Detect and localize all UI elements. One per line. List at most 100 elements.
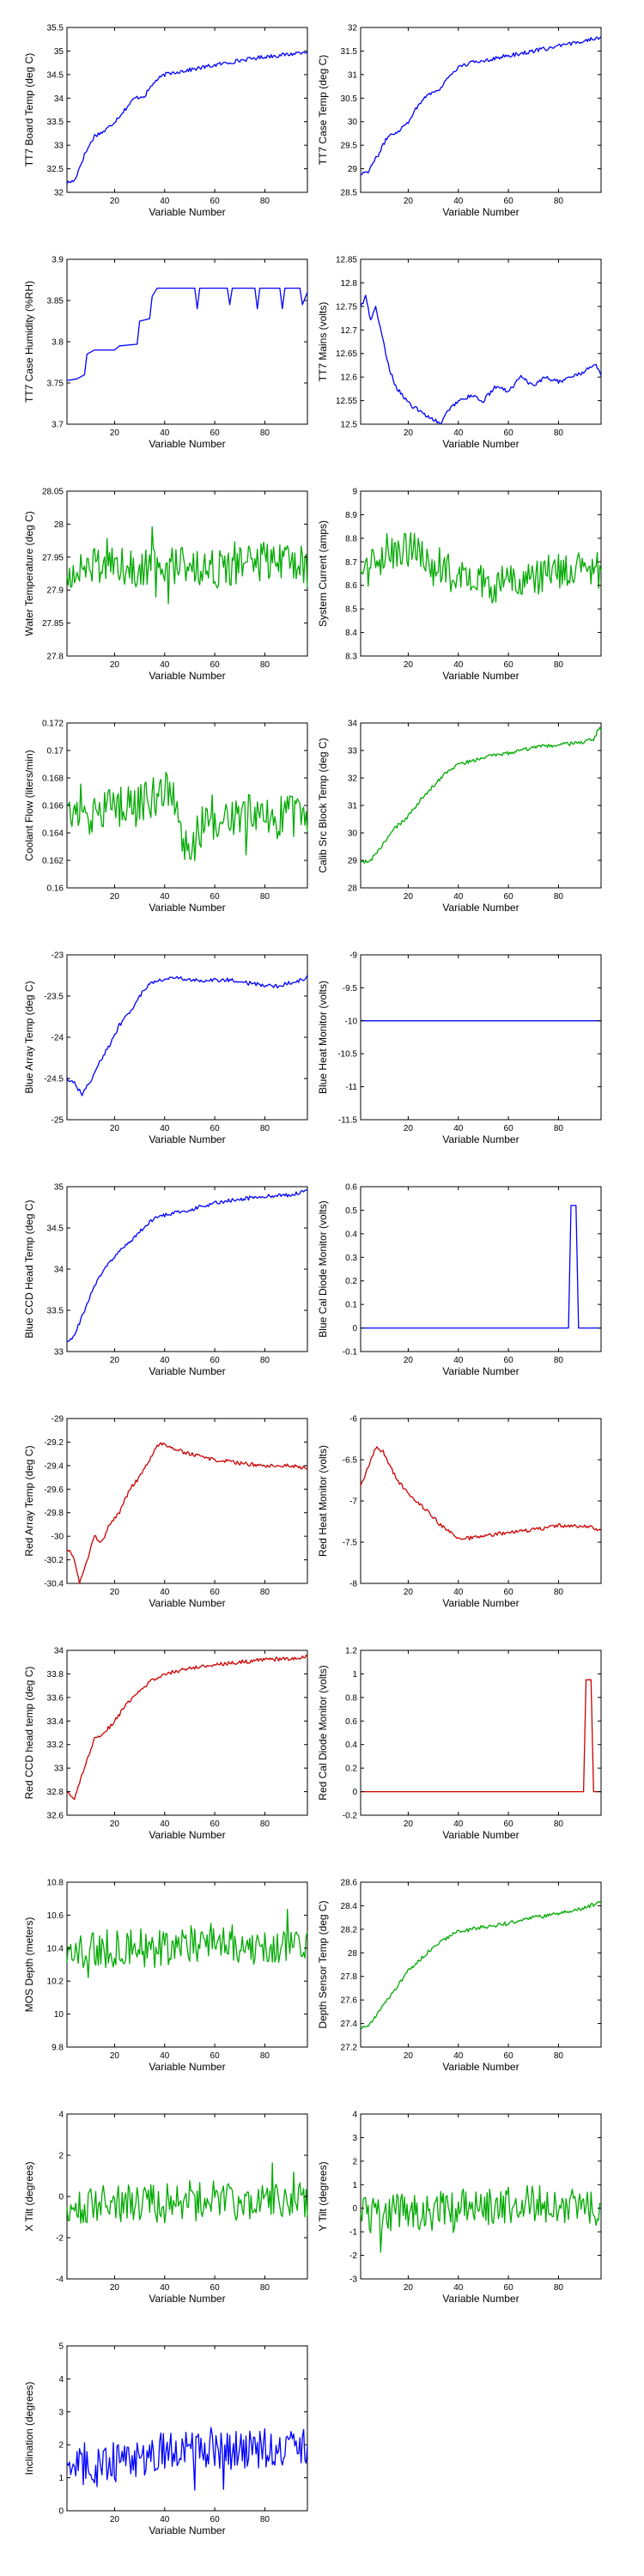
y-axis-label: TT7 Board Temp (deg C) bbox=[23, 53, 35, 167]
y-tick-label: 3.8 bbox=[52, 338, 64, 348]
series-line bbox=[66, 2427, 308, 2491]
chart-panel-19: 20 40 60 80 -4 -2 0 2 4 Variable Number X Tilt (de… bbox=[23, 2111, 308, 2305]
y-tick-label: 8.4 bbox=[345, 629, 357, 638]
y-axis-label: Red Array Temp (deg C) bbox=[23, 1445, 35, 1556]
chart-panel-16: 20 40 60 80 -0.2 0 0.2 0.4 0.6 0.8 1 1.2 Variable Nu… bbox=[317, 1647, 602, 1841]
y-tick-label: 33.6 bbox=[47, 1693, 64, 1703]
y-tick-label: 12.8 bbox=[341, 279, 358, 289]
y-tick-label: 35.5 bbox=[47, 24, 64, 33]
x-tick-label: 40 bbox=[453, 197, 464, 206]
y-tick-label: 0 bbox=[352, 2204, 357, 2214]
y-tick-label: 31.5 bbox=[341, 47, 358, 57]
y-axis-label: Blue Array Temp (deg C) bbox=[23, 981, 35, 1093]
x-tick-label: 60 bbox=[504, 197, 514, 206]
y-tick-label: 0.2 bbox=[345, 1277, 357, 1286]
x-tick-label: 60 bbox=[210, 1820, 221, 1829]
y-tick-label: 8.6 bbox=[345, 581, 357, 591]
x-tick-label: 20 bbox=[110, 2051, 120, 2061]
y-tick-label: -3 bbox=[349, 2275, 357, 2285]
chart-panel-17: 20 40 60 80 9.8 10 10.2 10.4 10.6 10.8 Variable Nu… bbox=[23, 1879, 308, 2073]
y-tick-label: -30.2 bbox=[44, 1556, 64, 1565]
y-tick-label: -29 bbox=[52, 1415, 64, 1425]
x-tick-label: 60 bbox=[210, 428, 221, 438]
y-tick-label: 0.5 bbox=[345, 1206, 357, 1216]
x-tick-label: 80 bbox=[554, 2283, 564, 2293]
chart-panel-9: 20 40 60 80 -25 -24.5 -24 -23.5 -23 Variable Numb… bbox=[23, 951, 308, 1145]
x-tick-label: 40 bbox=[160, 428, 170, 438]
y-tick-label: -1 bbox=[349, 2228, 357, 2238]
y-tick-label: -4 bbox=[56, 2275, 64, 2285]
x-tick-label: 40 bbox=[160, 892, 170, 902]
y-tick-label: -9.5 bbox=[343, 984, 358, 993]
y-tick-label: 0.162 bbox=[42, 857, 64, 866]
y-tick-label: 8.5 bbox=[345, 605, 357, 615]
y-tick-label: 33 bbox=[348, 747, 358, 756]
x-tick-label: 80 bbox=[554, 892, 564, 902]
plot-frame bbox=[360, 1649, 602, 1816]
x-tick-label: 80 bbox=[260, 1588, 270, 1597]
x-tick-label: 60 bbox=[504, 1356, 514, 1365]
y-tick-label: 31 bbox=[348, 802, 358, 811]
x-tick-label: 60 bbox=[210, 2515, 221, 2524]
y-tick-label: 33.5 bbox=[47, 1307, 64, 1316]
y-tick-label: -24 bbox=[52, 1034, 64, 1043]
y-axis-label: Y Tilt (degrees) bbox=[317, 2161, 329, 2231]
y-tick-label: 5 bbox=[58, 2342, 64, 2352]
x-tick-label: 20 bbox=[404, 1124, 414, 1133]
y-tick-label: 0.6 bbox=[345, 1717, 357, 1727]
x-tick-label: 80 bbox=[554, 660, 564, 670]
y-tick-label: 1 bbox=[352, 1670, 357, 1680]
y-tick-label: -24.5 bbox=[44, 1075, 64, 1084]
y-tick-label: 10 bbox=[54, 2010, 64, 2020]
chart-panel-15: 20 40 60 80 32.6 32.8 33 33.2 33.4 33.6 33.8 34 Vari… bbox=[23, 1647, 308, 1841]
series-line bbox=[66, 1654, 308, 1801]
y-tick-label: 3 bbox=[58, 2408, 64, 2417]
x-tick-label: 40 bbox=[160, 197, 170, 206]
x-tick-label: 60 bbox=[210, 2283, 221, 2293]
x-tick-label: 20 bbox=[404, 2051, 414, 2061]
y-tick-label: 8.8 bbox=[345, 534, 357, 544]
x-tick-label: 60 bbox=[504, 428, 514, 438]
y-tick-label: 0.8 bbox=[345, 1693, 357, 1703]
y-axis-label: Blue Heat Monitor (volts) bbox=[317, 981, 329, 1094]
x-axis-label: Variable Number bbox=[149, 1133, 225, 1145]
y-axis-label: Coolant Flow (liters/min) bbox=[23, 750, 35, 860]
x-tick-label: 20 bbox=[110, 2283, 120, 2293]
y-tick-label: 0.2 bbox=[345, 1765, 357, 1774]
y-tick-label: 0.168 bbox=[42, 775, 64, 784]
series-line bbox=[66, 1188, 308, 1343]
x-tick-label: 20 bbox=[404, 892, 414, 902]
chart-panel-3: 20 40 60 80 3.7 3.75 3.8 3.85 3.9 Variable Number… bbox=[23, 256, 308, 450]
plot-frame bbox=[66, 954, 308, 1121]
x-tick-label: 80 bbox=[260, 660, 270, 670]
x-tick-label: 20 bbox=[404, 1820, 414, 1829]
y-tick-label: -6.5 bbox=[343, 1456, 358, 1466]
x-axis-label: Variable Number bbox=[442, 2061, 519, 2073]
y-axis-label: Red CCD head temp (deg C) bbox=[23, 1667, 35, 1800]
y-tick-label: 35 bbox=[54, 1183, 64, 1193]
x-tick-label: 60 bbox=[504, 2283, 514, 2293]
y-tick-label: -25 bbox=[52, 1116, 64, 1126]
x-tick-label: 60 bbox=[210, 1588, 221, 1597]
x-tick-label: 60 bbox=[210, 660, 221, 670]
x-tick-label: 60 bbox=[504, 660, 514, 670]
plot-frame bbox=[66, 27, 308, 193]
y-tick-label: 34 bbox=[54, 1266, 64, 1275]
y-tick-label: -2 bbox=[56, 2234, 64, 2244]
y-axis-label: Blue CCD Head Temp (deg C) bbox=[23, 1200, 35, 1338]
x-tick-label: 20 bbox=[110, 660, 120, 670]
y-tick-label: 8.3 bbox=[345, 653, 357, 662]
y-axis-label: Water Temperature (deg C) bbox=[23, 511, 35, 635]
y-tick-label: 1.2 bbox=[345, 1647, 357, 1656]
y-tick-label: 8.7 bbox=[345, 558, 357, 568]
y-axis-label: Calib Src Block Temp (deg C) bbox=[317, 738, 329, 872]
series-line bbox=[66, 2162, 308, 2224]
chart-panel-5: 20 40 60 80 27.8 27.85 27.9 27.95 28 28.05 Variabl… bbox=[23, 488, 308, 682]
y-tick-label: 33 bbox=[54, 1348, 64, 1358]
chart-panel-20: 20 40 60 80 -3 -2 -1 0 1 2 3 4 Variable Number Y Tilt… bbox=[317, 2111, 602, 2305]
y-tick-label: 28 bbox=[54, 520, 64, 530]
y-tick-label: -23.5 bbox=[44, 993, 64, 1002]
y-tick-label: -11.5 bbox=[338, 1116, 357, 1126]
y-tick-label: 12.7 bbox=[341, 326, 358, 336]
